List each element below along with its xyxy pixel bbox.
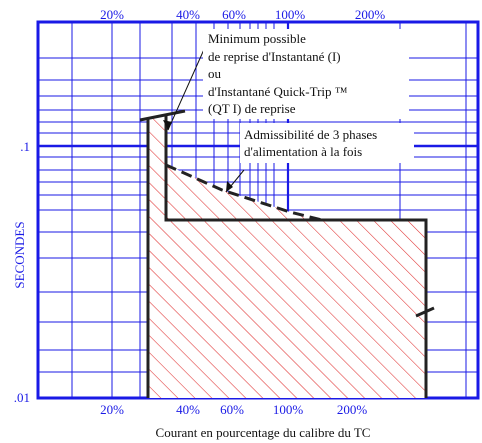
trip-curves [139,44,435,398]
y-axis-label: SECONDES [12,221,27,288]
x-tick-label-top: 200% [355,7,386,22]
x-tick-label-bottom: 20% [100,402,124,417]
x-tick-label-top: 40% [176,7,200,22]
tick-labels: 20% 40% 60% 100% 200% 20% 40% 60% 100% 200% .1 .01 [14,7,386,417]
annotation-background [240,123,414,163]
leader-line [167,44,207,131]
x-tick-label-top: 100% [275,7,306,22]
annotation-background [203,29,409,119]
x-tick-label-top: 60% [222,7,246,22]
x-axis-label: Courant en pourcentage du calibre du TC [156,425,371,440]
annotation-three-phase-text: Admissibilité de 3 phases [244,127,377,142]
x-tick-label-bottom: 60% [220,402,244,417]
annotation-three-phase-text: d'alimentation à la fois [244,144,362,159]
x-tick-label-bottom: 100% [273,402,304,417]
y-tick-label: .1 [20,139,30,154]
annotation-pickup-text: (QT I) de reprise [208,101,296,116]
top-break-mark [139,109,186,122]
minimum-pickup-curve [164,116,428,398]
leader-arrowhead [163,120,172,130]
x-tick-label-bottom: 40% [176,402,200,417]
x-tick-label-top: 20% [100,7,124,22]
annotation-pickup-text: d'Instantané Quick-Trip ™ [208,84,348,99]
x-tick-label-bottom: 200% [337,402,368,417]
right-break-mark [415,306,435,318]
annotations: Minimum possible de reprise d'Instantané … [203,29,414,163]
annotation-pickup-text: de reprise d'Instantané (I) [208,49,341,64]
leader-arrowhead [226,181,233,192]
y-tick-label: .01 [14,390,30,405]
annotation-pickup-text: ou [208,66,222,81]
annotation-pickup-text: Minimum possible [208,31,306,46]
